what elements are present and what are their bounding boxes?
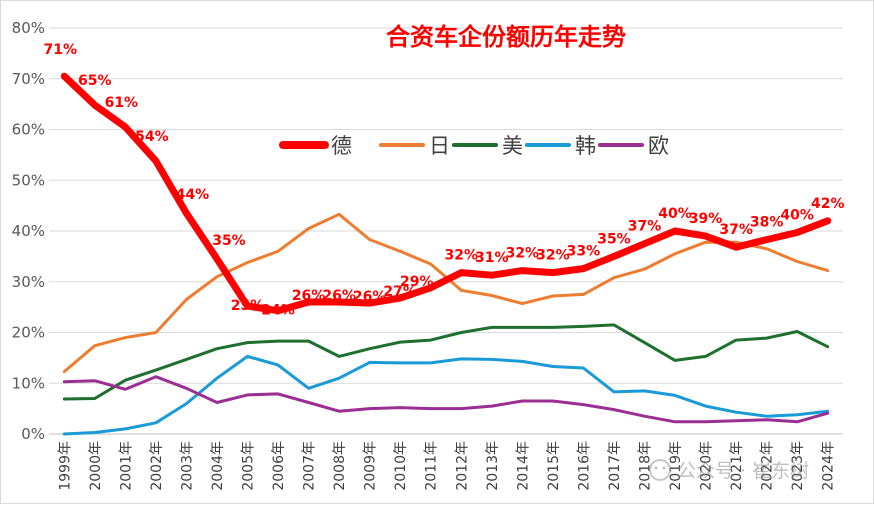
x-tick-label: 2014年: [515, 441, 531, 491]
data-label: 27%: [383, 284, 417, 300]
data-label: 38%: [750, 215, 784, 231]
data-label: 65%: [78, 73, 112, 89]
x-tick-label: 2010年: [393, 441, 409, 491]
watermark: 公众号 · 崔东树: [649, 459, 809, 482]
gridlines: [49, 27, 843, 435]
x-tick-label: 2008年: [332, 441, 348, 491]
wechat-icon-dot: [654, 466, 658, 470]
chart-title: 合资车企份额历年走势: [386, 23, 626, 51]
data-label: 71%: [44, 42, 78, 58]
data-label: 32%: [506, 246, 540, 262]
x-tick-label: 2012年: [454, 441, 470, 491]
series-lines: [60, 72, 832, 436]
series-line-欧: [62, 375, 830, 424]
x-tick-label: 2019年: [668, 441, 684, 491]
x-tick-label: 2004年: [210, 441, 226, 491]
data-label: 37%: [628, 219, 662, 235]
data-label: 26%: [353, 289, 387, 305]
x-tick-label: 2023年: [790, 441, 806, 491]
legend-label-德: 德: [331, 134, 352, 158]
legend-label-日: 日: [429, 134, 450, 158]
x-tick-label: 2002年: [149, 441, 165, 491]
data-label: 32%: [445, 248, 479, 264]
data-label: 29%: [400, 274, 434, 290]
data-label: 25%: [231, 298, 265, 314]
legend: 德日美韩欧: [279, 134, 669, 158]
data-label: 37%: [719, 222, 753, 238]
data-label: 54%: [135, 129, 169, 145]
data-label: 35%: [597, 231, 631, 247]
data-label: 26%: [292, 288, 326, 304]
data-label: 44%: [176, 187, 210, 203]
y-tick-label: 0%: [21, 425, 45, 443]
data-label: 33%: [567, 244, 601, 260]
x-tick-label: 2016年: [576, 441, 592, 491]
data-label: 61%: [105, 95, 139, 111]
x-tick-label: 2021年: [729, 441, 745, 491]
y-axis: 0% 10% 20% 30% 40% 50% 60% 70% 80%: [12, 19, 45, 443]
x-tick-label: 2000年: [88, 441, 104, 491]
x-tick-label: 2001年: [118, 441, 134, 491]
x-tick-label: 2024年: [821, 441, 837, 491]
x-tick-label: 2007年: [302, 441, 318, 491]
data-label: 40%: [658, 206, 692, 222]
data-label: 42%: [811, 196, 845, 212]
y-tick-label: 30%: [12, 273, 45, 291]
data-label: 39%: [689, 211, 723, 227]
series-line-韩: [62, 354, 830, 436]
data-label: 32%: [536, 248, 570, 264]
x-tick-label: 2018年: [638, 441, 654, 491]
y-tick-label: 70%: [12, 70, 45, 88]
x-tick-label: 2022年: [760, 441, 776, 491]
x-tick-label: 1999年: [57, 441, 73, 491]
legend-label-美: 美: [502, 134, 523, 158]
wechat-icon-dot: [662, 466, 666, 470]
series-line-德: [60, 72, 832, 315]
x-axis: 1999年 2000年 2001年 2002年 2003年 2004年 2005年 2006年…: [57, 441, 836, 491]
x-tick-label: 2006年: [271, 441, 287, 491]
x-tick-label: 2017年: [607, 441, 623, 491]
watermark-text: 公众号 · 崔东树: [677, 460, 809, 482]
data-label: 35%: [212, 233, 246, 249]
legend-label-韩: 韩: [575, 134, 596, 158]
wechat-icon: [649, 459, 671, 481]
data-label: 40%: [780, 208, 814, 224]
x-tick-label: 2005年: [241, 441, 257, 491]
data-label: 26%: [322, 288, 356, 304]
x-tick-label: 2009年: [363, 441, 379, 491]
y-tick-label: 10%: [12, 374, 45, 392]
y-tick-label: 20%: [12, 324, 45, 342]
x-tick-label: 2003年: [179, 441, 195, 491]
series-line-美: [62, 323, 830, 401]
data-label: 31%: [475, 250, 509, 266]
y-tick-label: 80%: [12, 19, 45, 37]
x-tick-label: 2013年: [485, 441, 501, 491]
y-tick-label: 50%: [12, 171, 45, 189]
x-tick-label: 2015年: [546, 441, 562, 491]
data-label: 24%: [261, 303, 295, 319]
x-tick-label: 2020年: [699, 441, 715, 491]
legend-label-欧: 欧: [648, 134, 669, 158]
y-tick-label: 40%: [12, 222, 45, 240]
data-labels: 71%65%61%54%44%35%25%24%26%26%26%27%29%3…: [44, 42, 845, 318]
y-tick-label: 60%: [12, 121, 45, 139]
x-tick-label: 2011年: [424, 441, 440, 491]
